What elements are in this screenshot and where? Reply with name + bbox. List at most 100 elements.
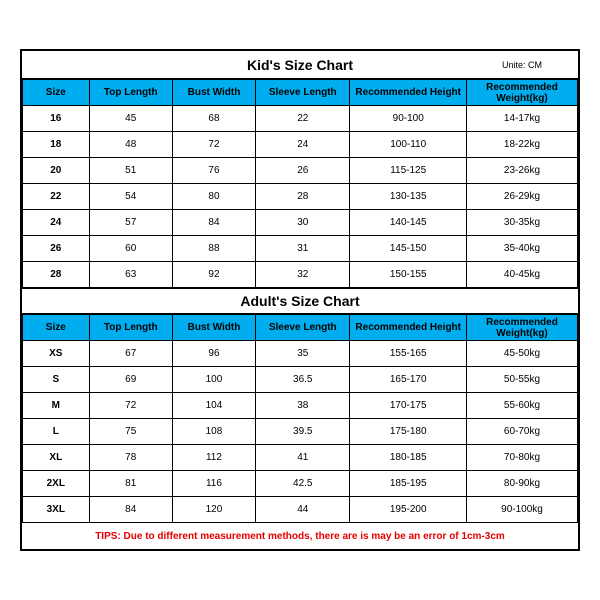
table-cell: 92 (172, 262, 255, 288)
table-row: 22548028130-13526-29kg (23, 184, 578, 210)
table-cell: 70-80kg (466, 445, 577, 471)
table-cell: 80-90kg (466, 471, 577, 497)
table-cell: 104 (172, 393, 255, 419)
col-size: Size (23, 315, 90, 341)
table-row: 24578430140-14530-35kg (23, 210, 578, 236)
table-cell: 60 (89, 236, 172, 262)
table-cell: 115-125 (350, 158, 467, 184)
table-cell: 2XL (23, 471, 90, 497)
table-row: L7510839.5175-18060-70kg (23, 419, 578, 445)
col-rec-weight: Recommended Weight(kg) (466, 80, 577, 106)
table-cell: 26 (256, 158, 350, 184)
table-cell: 84 (172, 210, 255, 236)
col-sleeve-length: Sleeve Length (256, 80, 350, 106)
table-cell: 26 (23, 236, 90, 262)
table-cell: 80 (172, 184, 255, 210)
table-cell: 78 (89, 445, 172, 471)
table-cell: 38 (256, 393, 350, 419)
table-cell: 50-55kg (466, 367, 577, 393)
table-cell: 155-165 (350, 341, 467, 367)
table-cell: 75 (89, 419, 172, 445)
table-cell: 24 (23, 210, 90, 236)
table-cell: 45-50kg (466, 341, 577, 367)
table-row: 1645682290-10014-17kg (23, 106, 578, 132)
table-cell: 57 (89, 210, 172, 236)
table-cell: 185-195 (350, 471, 467, 497)
table-cell: XL (23, 445, 90, 471)
kids-title-row: Kid's Size Chart Unite: CM (22, 51, 578, 79)
table-cell: 67 (89, 341, 172, 367)
table-cell: 30 (256, 210, 350, 236)
table-cell: 40-45kg (466, 262, 577, 288)
table-cell: 72 (89, 393, 172, 419)
table-row: 28639232150-15540-45kg (23, 262, 578, 288)
table-row: XS679635155-16545-50kg (23, 341, 578, 367)
table-cell: 44 (256, 497, 350, 523)
table-cell: 3XL (23, 497, 90, 523)
table-cell: 28 (23, 262, 90, 288)
table-cell: 36.5 (256, 367, 350, 393)
table-cell: 35-40kg (466, 236, 577, 262)
tips-note: TIPS: Due to different measurement metho… (22, 523, 578, 549)
table-cell: XS (23, 341, 90, 367)
table-cell: 112 (172, 445, 255, 471)
table-cell: 41 (256, 445, 350, 471)
unit-label: Unite: CM (502, 60, 542, 70)
table-cell: 26-29kg (466, 184, 577, 210)
table-cell: 55-60kg (466, 393, 577, 419)
table-cell: 88 (172, 236, 255, 262)
table-cell: 18 (23, 132, 90, 158)
table-cell: 100 (172, 367, 255, 393)
table-row: 18487224100-11018-22kg (23, 132, 578, 158)
table-cell: 18-22kg (466, 132, 577, 158)
table-cell: 16 (23, 106, 90, 132)
table-cell: 69 (89, 367, 172, 393)
col-bust-width: Bust Width (172, 315, 255, 341)
table-cell: 120 (172, 497, 255, 523)
table-cell: 81 (89, 471, 172, 497)
table-cell: 170-175 (350, 393, 467, 419)
table-row: 3XL8412044195-20090-100kg (23, 497, 578, 523)
table-cell: 195-200 (350, 497, 467, 523)
table-cell: 72 (172, 132, 255, 158)
table-cell: 22 (23, 184, 90, 210)
col-bust-width: Bust Width (172, 80, 255, 106)
table-cell: 180-185 (350, 445, 467, 471)
table-cell: 90-100kg (466, 497, 577, 523)
table-cell: 32 (256, 262, 350, 288)
adults-header-row: Size Top Length Bust Width Sleeve Length… (23, 315, 578, 341)
table-cell: 100-110 (350, 132, 467, 158)
adults-title: Adult's Size Chart (22, 288, 578, 314)
table-row: XL7811241180-18570-80kg (23, 445, 578, 471)
table-cell: 51 (89, 158, 172, 184)
col-rec-height: Recommended Height (350, 315, 467, 341)
table-row: 20517626115-12523-26kg (23, 158, 578, 184)
adults-table: Size Top Length Bust Width Sleeve Length… (22, 314, 578, 523)
table-cell: 45 (89, 106, 172, 132)
table-cell: 150-155 (350, 262, 467, 288)
table-cell: 48 (89, 132, 172, 158)
size-chart-container: Kid's Size Chart Unite: CM Size Top Leng… (20, 49, 580, 551)
kids-header-row: Size Top Length Bust Width Sleeve Length… (23, 80, 578, 106)
table-row: 2XL8111642.5185-19580-90kg (23, 471, 578, 497)
table-cell: 68 (172, 106, 255, 132)
table-cell: S (23, 367, 90, 393)
table-cell: 39.5 (256, 419, 350, 445)
table-row: M7210438170-17555-60kg (23, 393, 578, 419)
table-cell: 130-135 (350, 184, 467, 210)
col-size: Size (23, 80, 90, 106)
col-top-length: Top Length (89, 315, 172, 341)
table-cell: 175-180 (350, 419, 467, 445)
col-top-length: Top Length (89, 80, 172, 106)
table-cell: 23-26kg (466, 158, 577, 184)
table-cell: 28 (256, 184, 350, 210)
table-cell: 42.5 (256, 471, 350, 497)
table-cell: 30-35kg (466, 210, 577, 236)
kids-table: Size Top Length Bust Width Sleeve Length… (22, 79, 578, 288)
table-cell: 35 (256, 341, 350, 367)
table-row: S6910036.5165-17050-55kg (23, 367, 578, 393)
table-cell: 165-170 (350, 367, 467, 393)
table-cell: 90-100 (350, 106, 467, 132)
table-cell: 54 (89, 184, 172, 210)
table-cell: 24 (256, 132, 350, 158)
